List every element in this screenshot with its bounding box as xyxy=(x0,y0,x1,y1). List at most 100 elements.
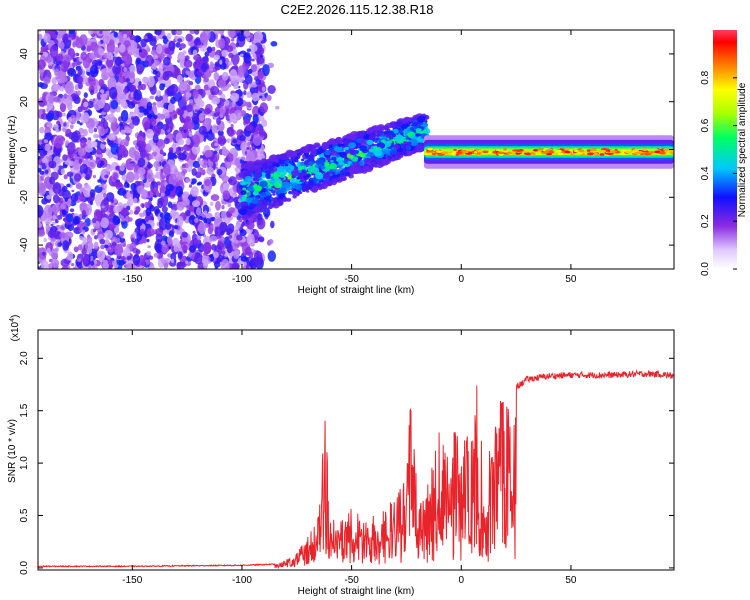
spectrogram-noise-mark xyxy=(93,127,98,133)
spectrogram-noise-mark xyxy=(191,112,200,123)
spectrogram-noise-mark xyxy=(52,221,56,225)
spectrogram-signal-mark xyxy=(598,149,606,153)
spectrogram-noise-mark xyxy=(150,49,157,56)
spectrogram-onset-mark xyxy=(266,160,274,167)
spectrogram-noise-mark xyxy=(192,90,199,99)
spectrogram-onset-mark xyxy=(376,159,382,164)
spectrogram-onset-mark xyxy=(338,161,344,165)
spectrogram-noise-mark xyxy=(80,51,87,61)
spectrogram-noise-mark xyxy=(159,149,164,155)
spectrogram-noise-mark xyxy=(127,45,136,56)
spectrogram-onset-mark xyxy=(383,141,392,148)
spectrogram-noise-mark xyxy=(175,30,183,36)
spectrogram-onset-mark xyxy=(349,149,357,156)
spectrogram-noise-mark xyxy=(181,231,188,238)
spectrogram-onset-mark xyxy=(298,170,302,174)
spectrogram-onset-mark xyxy=(326,179,333,185)
spectrogram-noise-mark xyxy=(246,91,252,99)
spectrogram-noise-mark xyxy=(204,179,211,187)
spectrogram-onset-mark xyxy=(331,156,337,161)
spectrogram-onset-mark xyxy=(392,154,396,157)
spectrogram-noise-mark xyxy=(97,179,101,183)
spectrogram-noise-mark xyxy=(93,133,98,139)
spectrogram-noise-mark xyxy=(266,94,272,102)
spectrogram-noise-mark xyxy=(61,209,67,216)
spectrogram-noise-mark xyxy=(213,30,221,35)
spectrogram-noise-mark xyxy=(120,129,126,135)
spectrogram-noise-mark xyxy=(275,105,280,110)
spectrogram-onset-mark xyxy=(301,183,311,191)
spectrogram-signal-mark xyxy=(577,152,584,155)
spectrogram-onset-mark xyxy=(364,163,368,166)
spectrogram-noise-mark xyxy=(185,116,191,123)
spectrogram-onset-mark xyxy=(322,172,330,180)
spectrogram-noise-mark xyxy=(221,49,229,57)
spectrogram-noise-mark xyxy=(270,220,275,229)
spectrogram-noise-mark xyxy=(100,199,109,213)
spectrogram-noise-mark xyxy=(176,261,183,267)
spectrogram-noise-mark xyxy=(41,198,48,205)
spectrogram-noise-mark xyxy=(60,225,65,231)
spectrogram-noise-mark xyxy=(221,205,225,210)
spectrogram-noise-mark xyxy=(54,68,60,77)
spectrogram-noise-mark xyxy=(99,89,105,94)
spectrogram-noise-mark xyxy=(114,46,120,54)
spectrogram-onset-mark xyxy=(407,141,412,146)
spectrogram-noise-mark xyxy=(251,58,255,62)
colorbar-gradient xyxy=(713,30,737,269)
spectrogram-noise-mark xyxy=(114,155,118,160)
spectrogram-noise-mark xyxy=(153,161,160,169)
spectrogram-noise-mark xyxy=(226,243,233,254)
spectrogram-signal-mark xyxy=(492,151,497,154)
spectrogram-noise-mark xyxy=(69,208,75,213)
spectrogram-noise-mark xyxy=(42,109,46,114)
spectrogram-onset-mark xyxy=(409,139,419,146)
spectrogram-onset-mark xyxy=(246,192,252,197)
snr-y-label: SNR (10 * v/v) xyxy=(7,419,18,483)
spectrogram-noise-mark xyxy=(77,147,87,157)
spectrogram-onset-mark xyxy=(344,146,350,151)
spectrogram-noise-mark xyxy=(76,75,84,84)
spectrogram-noise-mark xyxy=(62,164,68,169)
spectrogram-noise-mark xyxy=(80,139,86,149)
spectrogram-noise-mark xyxy=(79,202,88,214)
spectrogram-noise-mark xyxy=(39,126,45,134)
spectrogram-noise-mark xyxy=(83,92,88,98)
spectrogram-noise-mark xyxy=(38,82,44,88)
spectrogram-onset-mark xyxy=(259,180,268,188)
spectrogram-noise-mark xyxy=(226,138,231,144)
spectrogram-onset-mark xyxy=(373,149,383,157)
spectrogram-onset-mark xyxy=(251,198,259,205)
spectrogram-noise-mark xyxy=(102,30,111,37)
spectrogram-noise-mark xyxy=(157,200,164,209)
spectrogram-noise-mark xyxy=(187,111,194,118)
spectrogram-noise-mark xyxy=(112,172,119,181)
spectrogram-noise-mark xyxy=(247,68,253,74)
y-tick-label: -40 xyxy=(19,237,30,252)
spectrogram-noise-mark xyxy=(173,245,179,253)
x-tick-label: -50 xyxy=(344,575,359,586)
y-tick-label: 0.5 xyxy=(19,508,30,522)
spectrogram-noise-mark xyxy=(259,112,264,117)
spectrogram-noise-mark xyxy=(89,80,97,87)
spectrogram-noise-mark xyxy=(193,239,198,245)
spectrogram-noise-mark xyxy=(132,163,137,168)
spectrogram-noise-mark xyxy=(110,120,119,132)
spectrogram-noise-mark xyxy=(230,38,235,42)
spectrogram-noise-mark xyxy=(54,247,59,253)
spectrogram-noise-mark xyxy=(72,41,77,48)
spectrogram-noise-mark xyxy=(254,259,261,266)
spectrogram-onset-mark xyxy=(268,167,274,172)
spectrogram-onset-mark xyxy=(355,138,362,143)
spectrogram-noise-mark xyxy=(220,258,230,269)
spectrogram-noise-mark xyxy=(216,117,221,125)
spectrogram-noise-mark xyxy=(192,200,201,208)
spectrogram-onset-mark xyxy=(340,170,345,174)
spectrogram-noise-mark xyxy=(59,232,67,239)
spectrogram-noise-mark xyxy=(64,243,69,250)
spectrogram-noise-mark xyxy=(128,122,135,130)
spectrogram-noise-mark xyxy=(93,241,99,249)
spectrogram-noise-mark xyxy=(185,104,193,112)
spectrogram-signal-mark xyxy=(441,151,449,154)
spectrogram-noise-mark xyxy=(88,30,94,35)
